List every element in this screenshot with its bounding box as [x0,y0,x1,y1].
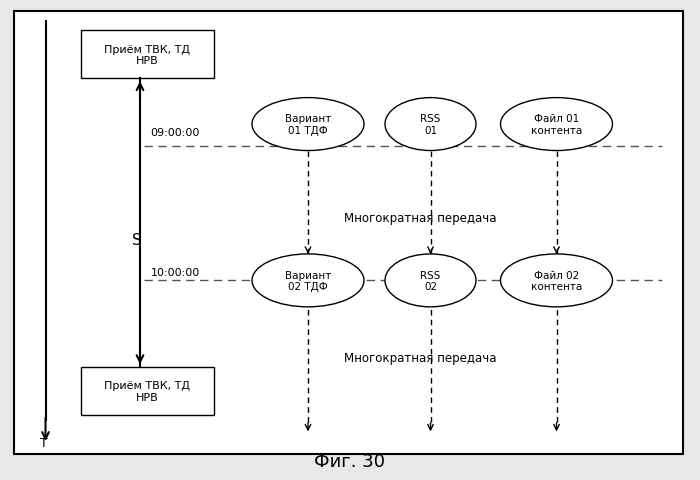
Text: 10:00:00: 10:00:00 [150,267,200,277]
Ellipse shape [252,254,364,307]
Text: RSS
02: RSS 02 [420,270,441,291]
FancyBboxPatch shape [80,31,214,79]
FancyBboxPatch shape [80,367,214,415]
FancyBboxPatch shape [14,12,682,454]
Text: Приём ТВК, ТД
НРВ: Приём ТВК, ТД НРВ [104,45,190,66]
Text: RSS
01: RSS 01 [420,114,441,135]
Text: T: T [39,436,48,449]
Text: 09:00:00: 09:00:00 [150,128,200,138]
Ellipse shape [500,98,612,151]
Ellipse shape [385,254,476,307]
Text: Файл 02
контента: Файл 02 контента [531,270,582,291]
Text: S: S [132,232,141,248]
Text: Файл 01
контента: Файл 01 контента [531,114,582,135]
Ellipse shape [385,98,476,151]
Text: Приём ТВК, ТД
НРВ: Приём ТВК, ТД НРВ [104,381,190,402]
Ellipse shape [252,98,364,151]
Text: Многократная передача: Многократная передача [344,351,496,364]
Text: Многократная передача: Многократная передача [344,212,496,225]
Text: Фиг. 30: Фиг. 30 [314,453,386,470]
Text: Вариант
02 ТДФ: Вариант 02 ТДФ [285,270,331,291]
Text: Вариант
01 ТДФ: Вариант 01 ТДФ [285,114,331,135]
Ellipse shape [500,254,612,307]
